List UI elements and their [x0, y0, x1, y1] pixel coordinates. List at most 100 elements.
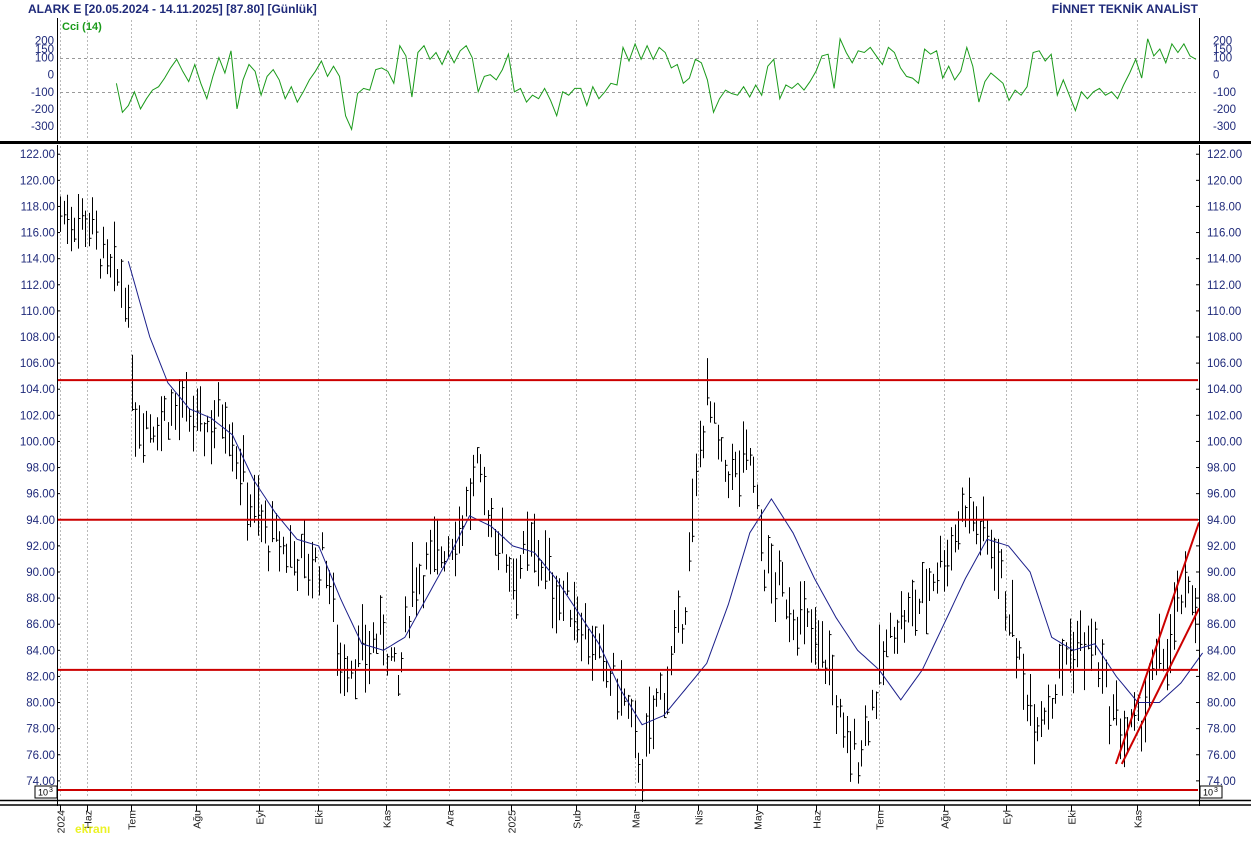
cci-y-tick-left: -300 [31, 121, 54, 133]
price-y-tick-right: 122.00 [1207, 149, 1242, 161]
x-tick-label: Eyl [255, 810, 267, 825]
price-grid [60, 146, 1138, 798]
cci-y-tick-right: 0 [1213, 70, 1219, 82]
price-y-tick-left: 82.00 [26, 671, 55, 683]
x-tick-label: Kas [1133, 810, 1145, 828]
price-bars [60, 194, 1198, 802]
price-y-tick-left: 108.00 [20, 332, 55, 344]
watermark: ekranı [75, 822, 110, 836]
price-y-tick-left: 118.00 [21, 201, 55, 213]
price-y-tick-left: 106.00 [20, 358, 55, 370]
price-y-tick-left: 104.00 [20, 384, 55, 396]
cci-y-tick-left: -100 [31, 87, 54, 99]
price-y-tick-right: 108.00 [1207, 332, 1242, 344]
x-tick-label: 2024 [56, 810, 68, 834]
price-y-tick-right: 78.00 [1207, 724, 1236, 736]
price-y-tick-left: 102.00 [20, 410, 55, 422]
x-tick-label: Haz [812, 810, 824, 829]
x-tick-label: Kas [382, 810, 394, 828]
cci-y-tick-left: 100 [35, 53, 54, 65]
price-y-tick-left: 84.00 [26, 645, 55, 657]
price-y-tick-right: 110.00 [1207, 306, 1241, 318]
x-tick-label: 2025 [507, 810, 519, 834]
price-y-tick-right: 120.00 [1207, 175, 1242, 187]
multiplier-box-right: 10 3 [1199, 785, 1223, 799]
price-y-tick-left: 86.00 [26, 619, 55, 631]
price-y-tick-left: 96.00 [26, 489, 55, 501]
svg-text:3: 3 [1214, 787, 1218, 794]
x-tick-label: Eyl [1002, 810, 1014, 825]
price-y-tick-right: 90.00 [1207, 567, 1236, 579]
x-tick-label: Tem [127, 810, 139, 830]
price-y-tick-left: 100.00 [20, 436, 55, 448]
price-y-tick-right: 88.00 [1207, 593, 1236, 605]
price-y-tick-right: 76.00 [1207, 750, 1236, 762]
svg-text:10: 10 [38, 788, 48, 798]
price-y-tick-left: 94.00 [26, 515, 55, 527]
price-y-tick-left: 88.00 [26, 593, 55, 605]
x-axis: 2024 Haz Tem Ağu Eyl Eki Kas Ara 2025 Şub Mar Nis Ma… [56, 805, 1145, 833]
price-y-tick-left: 92.00 [26, 541, 55, 553]
cci-y-tick-right: 150 [1213, 44, 1232, 56]
x-tick-label: Ağu [192, 810, 204, 829]
price-y-tick-right: 112.00 [1207, 280, 1241, 292]
chart-header-left: ALARK E [20.05.2024 - 14.11.2025] [87.80… [28, 2, 317, 16]
x-tick-label: Şub [572, 810, 584, 829]
cci-y-tick-left: 150 [35, 44, 54, 56]
price-panel: 122.00 122.00 120.00 120.00 118.00 118.00 116.… [20, 146, 1242, 802]
price-y-tick-left: 112.00 [21, 280, 55, 292]
price-y-tick-right: 100.00 [1207, 436, 1242, 448]
svg-text:10: 10 [1203, 788, 1213, 798]
price-y-tick-right: 94.00 [1207, 515, 1236, 527]
cci-line [115, 36, 1197, 132]
price-y-tick-right: 102.00 [1207, 410, 1242, 422]
horizontal-levels [58, 379, 1198, 791]
price-y-tick-left: 78.00 [26, 724, 55, 736]
cci-y-tick-right: 200 [1213, 36, 1232, 48]
x-tick-label: Nis [694, 810, 706, 825]
x-tick-label: Eki [1067, 810, 1079, 825]
price-y-tick-right: 80.00 [1207, 698, 1236, 710]
price-y-tick-right: 96.00 [1207, 489, 1236, 501]
price-y-axis: 122.00 122.00 120.00 120.00 118.00 118.00 116.… [20, 149, 1242, 788]
price-y-tick-right: 92.00 [1207, 541, 1236, 553]
cci-y-tick-right: -300 [1213, 121, 1236, 133]
trend-channel-line [1120, 608, 1200, 765]
price-y-tick-left: 76.00 [26, 750, 55, 762]
price-y-tick-left: 90.00 [26, 567, 55, 579]
price-y-tick-left: 74.00 [26, 776, 55, 788]
price-y-tick-left: 122.00 [20, 149, 55, 161]
cci-y-tick-left: -200 [31, 104, 54, 116]
multiplier-box-left: 10 3 [34, 785, 58, 799]
chart-header-right: FİNNET TEKNİK ANALİST [1052, 1, 1199, 16]
cci-y-tick-left: 0 [48, 70, 54, 82]
x-tick-label: Ağu [940, 810, 952, 829]
price-y-tick-right: 84.00 [1207, 645, 1236, 657]
price-y-tick-left: 116.00 [21, 228, 55, 240]
price-y-tick-left: 110.00 [21, 306, 55, 318]
price-y-tick-right: 118.00 [1207, 201, 1241, 213]
price-y-tick-right: 74.00 [1207, 776, 1236, 788]
x-tick-label: Eki [314, 810, 326, 825]
x-tick-label: Mar [631, 810, 643, 829]
price-y-tick-left: 98.00 [26, 463, 55, 475]
price-y-tick-left: 114.00 [21, 254, 55, 266]
price-y-tick-right: 114.00 [1207, 254, 1241, 266]
x-tick-label: Ara [445, 810, 457, 827]
price-y-tick-right: 86.00 [1207, 619, 1236, 631]
cci-y-tick-right: 100 [1213, 53, 1232, 65]
cci-title: Cci (14) [62, 21, 102, 33]
price-y-tick-right: 82.00 [1207, 671, 1236, 683]
multiplier-exp-left: 3 [49, 787, 53, 794]
price-y-tick-left: 120.00 [20, 175, 55, 187]
price-y-tick-right: 98.00 [1207, 463, 1236, 475]
x-tick-label: Tem [875, 810, 887, 830]
trend-channel [1114, 522, 1200, 765]
cci-y-tick-right: -200 [1213, 104, 1236, 116]
moving-average-line [127, 261, 1204, 726]
trend-channel-line [1114, 522, 1200, 765]
x-tick-label: May [753, 809, 765, 830]
cci-y-tick-right: -100 [1213, 87, 1236, 99]
